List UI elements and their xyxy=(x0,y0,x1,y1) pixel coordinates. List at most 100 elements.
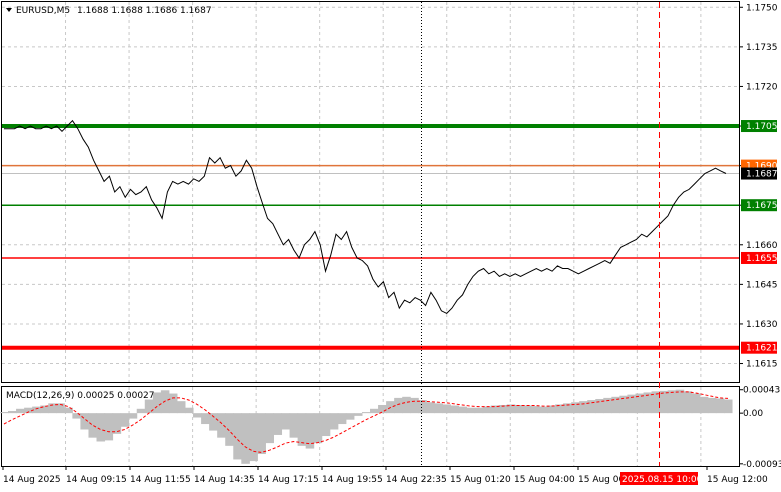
macd-bar-16 xyxy=(129,413,138,418)
triangle-down-icon[interactable] xyxy=(6,8,12,12)
macd-bar-43 xyxy=(346,413,355,420)
time-label-10: 15 Aug 12:00 xyxy=(707,475,768,485)
ohlc-values: 1.1688 1.1688 1.1686 1.1687 xyxy=(77,6,212,16)
macd-bar-54 xyxy=(434,403,443,413)
macd-bar-41 xyxy=(330,413,339,429)
macd-bar-28 xyxy=(225,413,234,446)
time-label-3: 14 Aug 14:35 xyxy=(194,475,255,485)
macd-axis: 0.00043 0.00 -0.00093 xyxy=(739,386,781,470)
macd-bar-11 xyxy=(88,413,97,438)
macd-bar-84 xyxy=(676,390,685,413)
macd-bar-83 xyxy=(668,390,677,413)
macd-bar-88 xyxy=(708,398,717,413)
macd-label: MACD(12,26,9) 0.00025 0.00027 xyxy=(6,391,155,401)
time-label-5: 14 Aug 19:55 xyxy=(322,475,383,485)
macd-bar-42 xyxy=(338,413,347,424)
macd-bar-0 xyxy=(0,412,9,413)
price-tick-label-1: 1.1735 xyxy=(746,43,778,53)
macd-bar-60 xyxy=(483,407,492,414)
macd-bar-90 xyxy=(724,400,733,414)
macd-bar-15 xyxy=(121,413,130,427)
level-1655-label: 1.1655 xyxy=(746,254,778,264)
price-tick-label-0: 1.1750 xyxy=(746,3,778,13)
price-tick-label-2: 1.1720 xyxy=(746,82,778,92)
time-label-7: 15 Aug 01:20 xyxy=(450,475,511,485)
price-tick-label-6: 1.1660 xyxy=(746,241,778,251)
macd-bar-24 xyxy=(193,413,202,417)
time-label-0: 14 Aug 2025 xyxy=(3,475,61,485)
macd-bar-25 xyxy=(201,413,210,424)
macd-bar-59 xyxy=(475,408,484,413)
macd-bar-34 xyxy=(273,413,282,435)
level-1675-label: 1.1675 xyxy=(746,201,778,211)
macd-bar-67 xyxy=(539,407,548,414)
time-label-4: 14 Aug 17:15 xyxy=(258,475,319,485)
horizontal-levels[interactable] xyxy=(2,126,739,348)
time-label-1: 14 Aug 09:15 xyxy=(66,475,127,485)
macd-bar-55 xyxy=(442,404,451,413)
macd-bar-2 xyxy=(16,409,25,413)
macd-bar-44 xyxy=(354,413,363,416)
macd-bar-45 xyxy=(362,412,371,413)
macd-bar-32 xyxy=(257,413,266,454)
macd-bar-68 xyxy=(547,406,556,414)
macd-bar-23 xyxy=(185,408,194,413)
macd-bar-58 xyxy=(467,408,476,413)
macd-tick-label-2: -0.00093 xyxy=(743,460,781,470)
macd-bar-52 xyxy=(418,400,427,413)
level-1705-label: 1.1705 xyxy=(746,122,778,132)
macd-bar-36 xyxy=(290,413,299,438)
macd-bar-9 xyxy=(72,413,81,418)
macd-bar-57 xyxy=(459,407,468,414)
macd-bar-66 xyxy=(531,406,540,413)
macd-bar-39 xyxy=(314,413,323,443)
macd-bar-21 xyxy=(169,394,178,414)
price-tick-label-9: 1.1615 xyxy=(746,360,778,370)
current-price-label: 1.1687 xyxy=(746,170,778,180)
macd-bar-46 xyxy=(370,409,379,413)
macd-bar-12 xyxy=(97,413,106,441)
level-1621-label: 1.1621 xyxy=(746,344,778,354)
macd-bar-89 xyxy=(716,398,725,413)
chart-header: EURUSD,M5 1.1688 1.1688 1.1686 1.1687 xyxy=(6,6,212,16)
macd-bar-1 xyxy=(8,411,17,413)
price-tick-label-7: 1.1645 xyxy=(746,280,778,290)
macd-bar-87 xyxy=(700,397,709,413)
macd-bar-35 xyxy=(282,413,291,429)
macd-bar-85 xyxy=(684,391,693,413)
macd-bar-56 xyxy=(450,406,459,414)
macd-bar-86 xyxy=(692,394,701,414)
macd-bar-50 xyxy=(402,397,411,413)
macd-bar-73 xyxy=(587,400,596,413)
macd-bar-65 xyxy=(523,406,532,414)
macd-bar-22 xyxy=(177,401,186,413)
macd-bar-64 xyxy=(515,405,524,413)
macd-tick-label-0: 0.00043 xyxy=(743,386,780,396)
symbol-timeframe: EURUSD,M5 xyxy=(16,6,70,16)
price-axis: 1.17501.17351.17201.17051.16901.16751.16… xyxy=(739,3,778,369)
macd-bar-33 xyxy=(265,413,274,443)
macd-bar-53 xyxy=(426,402,435,413)
macd-bar-47 xyxy=(378,405,387,413)
time-label-6: 14 Aug 22:35 xyxy=(386,475,447,485)
macd-bar-5 xyxy=(40,406,49,414)
time-label-8: 15 Aug 04:00 xyxy=(514,475,575,485)
macd-bar-31 xyxy=(249,413,258,461)
main-chart-frame xyxy=(2,2,740,383)
macd-bar-17 xyxy=(137,409,146,413)
macd-bar-82 xyxy=(660,391,669,413)
macd-bar-51 xyxy=(410,398,419,413)
macd-bar-37 xyxy=(298,413,307,446)
macd-bar-30 xyxy=(241,413,250,464)
macd-bar-20 xyxy=(161,390,170,413)
macd-bar-26 xyxy=(209,413,218,430)
macd-bar-40 xyxy=(322,413,331,436)
macd-tick-label-1: 0.00 xyxy=(743,409,763,419)
price-tick-label-8: 1.1630 xyxy=(746,320,778,330)
macd-bar-13 xyxy=(105,413,114,440)
time-label-2: 14 Aug 11:55 xyxy=(130,475,191,485)
